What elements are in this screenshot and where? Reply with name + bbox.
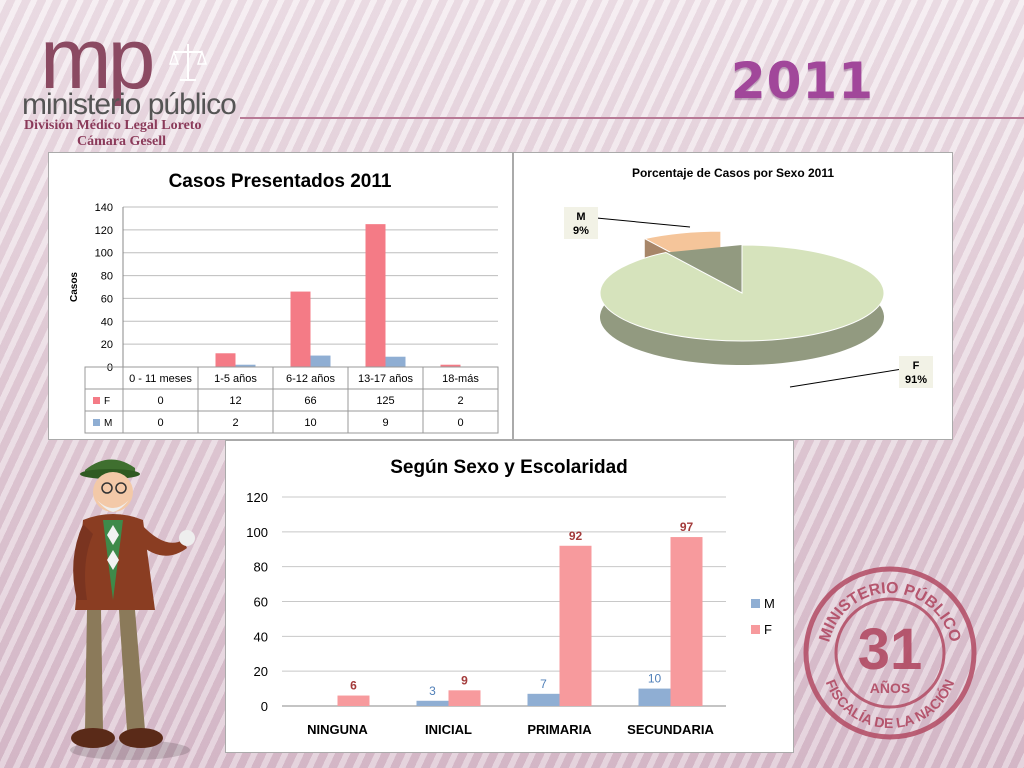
chart-title: Casos Presentados 2011 (169, 171, 392, 192)
table-value: 2 (457, 395, 463, 407)
table-value: 0 (157, 395, 163, 407)
y-tick-label: 80 (101, 271, 113, 283)
division-label: División Médico Legal Loreto (24, 118, 202, 133)
legend-swatch-f (751, 625, 760, 634)
bar-m (235, 364, 256, 367)
seal-number: 31 (858, 617, 923, 682)
schooling-bar-chart: Según Sexo y Escolaridad 0 20 40 60 80 100 120 3… (246, 457, 775, 737)
bar-f (365, 224, 386, 367)
table-value: 66 (304, 395, 316, 407)
legend-swatch-m (93, 419, 100, 426)
sex-pie-panel: Porcentaje de Casos por Sexo 2011 M 9% F 91% (513, 152, 953, 440)
x-category-label: 1-5 años (214, 373, 257, 385)
data-label-f: 6 (350, 679, 357, 693)
legend-swatch-m (751, 599, 760, 608)
y-tick-label: 20 (254, 664, 268, 679)
header-divider (240, 117, 1024, 119)
legend-label: M (104, 418, 112, 429)
y-tick-label: 120 (95, 225, 113, 237)
x-category-label: NINGUNA (307, 722, 368, 737)
data-label-f: 92 (569, 529, 583, 543)
year-title: 2011 (730, 52, 874, 110)
x-category-label: 18-más (442, 373, 479, 385)
y-tick-label: 0 (261, 699, 268, 714)
pie-pct-label: 91% (905, 374, 927, 386)
bar-f (559, 545, 592, 706)
data-label-f: 97 (680, 520, 694, 534)
bar-m (527, 693, 560, 706)
y-tick-label: 140 (95, 202, 113, 214)
pie-pct-label: 9% (573, 225, 589, 237)
logo-word: ministerio público (22, 88, 237, 121)
x-category-label: 6-12 años (286, 373, 335, 385)
bar-m (416, 700, 449, 706)
table-value: 9 (382, 417, 388, 429)
table-value: 125 (376, 395, 394, 407)
bar-f (290, 291, 311, 367)
cases-bar-chart: Casos Presentados 2011Casos0204060801001… (69, 171, 499, 434)
legend-label: M (764, 596, 775, 611)
pie-label: M (576, 211, 585, 223)
y-tick-label: 60 (254, 595, 268, 610)
unit-label: Cámara Gesell (77, 134, 167, 149)
data-label-m: 3 (429, 684, 436, 698)
data-label-f: 9 (461, 673, 468, 687)
chart-title: Según Sexo y Escolaridad (390, 457, 628, 478)
pie-label: F (913, 360, 920, 372)
legend-label: F (764, 622, 772, 637)
bar-f (440, 364, 461, 367)
x-category-label: 0 - 11 meses (129, 373, 192, 385)
y-tick-label: 60 (101, 293, 113, 305)
cartoon-lawyer-illustration (70, 459, 195, 760)
schooling-chart-panel: Según Sexo y Escolaridad 0 20 40 60 80 100 120 3… (225, 440, 794, 753)
bar-f (337, 695, 370, 706)
pie-slice-f (599, 244, 885, 342)
y-tick-label: 80 (254, 560, 268, 575)
y-tick-label: 120 (246, 490, 268, 505)
logo-mark: mp (40, 11, 155, 107)
table-value: 0 (157, 417, 163, 429)
x-category-label: INICIAL (425, 722, 472, 737)
seal-anos: AÑOS (870, 679, 910, 696)
table-value: 0 (457, 417, 463, 429)
table-value: 12 (229, 395, 241, 407)
x-category-label: 13-17 años (358, 373, 414, 385)
y-tick-label: 20 (101, 339, 113, 351)
y-tick-label: 40 (254, 629, 268, 644)
anniversary-seal: MINISTERIO PÚBLICO FISCALÍA DE LA NACIÓN… (803, 566, 977, 740)
y-tick-label: 100 (246, 525, 268, 540)
x-category-label: PRIMARIA (527, 722, 592, 737)
pie-label-box (899, 356, 933, 388)
chart-title: Porcentaje de Casos por Sexo 2011 (632, 166, 834, 180)
bar-f (448, 690, 481, 706)
data-label-m: 7 (540, 677, 547, 691)
legend-label: F (104, 396, 110, 407)
y-tick-label: 40 (101, 316, 113, 328)
bar-m (310, 355, 331, 367)
pie-leader-line (585, 216, 691, 228)
x-category-label: SECUNDARIA (627, 722, 714, 737)
scales-icon (168, 44, 208, 81)
bar-f (670, 537, 703, 706)
bar-f (215, 353, 236, 367)
table-value: 2 (232, 417, 238, 429)
ministerio-publico-logo: mp ministerio público División Médico Le… (20, 14, 260, 158)
cases-chart-panel: Casos Presentados 2011 Casos 0 20 40 60 80 100 1… (48, 152, 513, 440)
pie-label-box (564, 207, 598, 239)
data-label-m: 10 (648, 672, 662, 686)
bar-m (638, 688, 671, 706)
sex-pie-chart: Porcentaje de Casos por Sexo 2011 M 9% F 91% (564, 166, 933, 388)
y-axis-label: Casos (69, 272, 80, 302)
y-tick-label: 0 (107, 362, 113, 374)
legend-swatch-f (93, 397, 100, 404)
bar-m (385, 356, 406, 367)
y-tick-label: 100 (95, 248, 113, 260)
table-value: 10 (304, 417, 316, 429)
